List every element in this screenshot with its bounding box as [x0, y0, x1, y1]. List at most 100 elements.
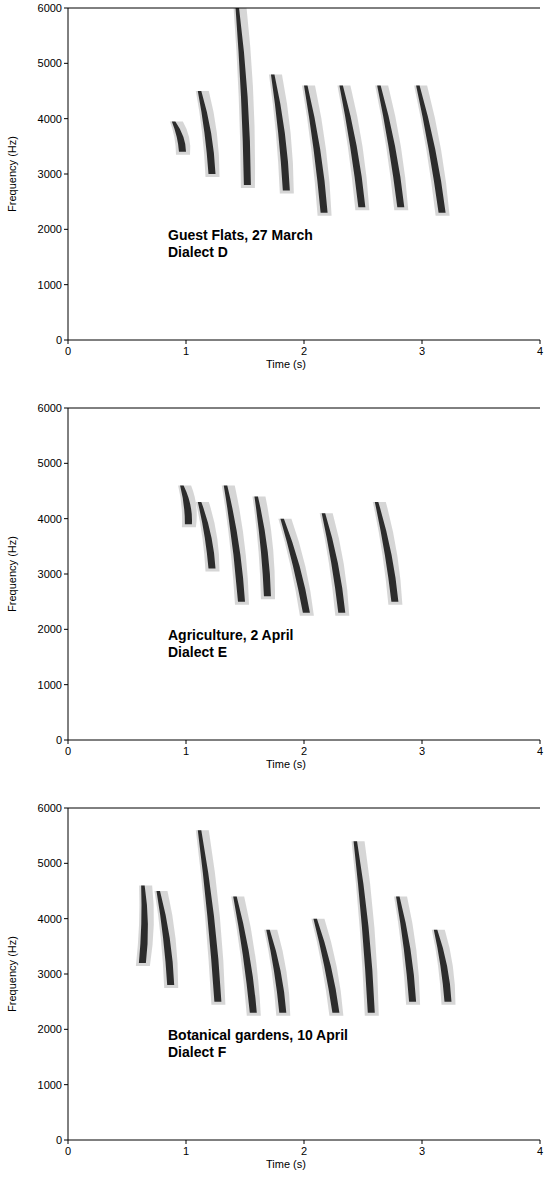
x-axis-title: Time (s)	[266, 758, 306, 770]
y-tick-label: 5000	[38, 457, 62, 469]
x-tick-label: 1	[183, 745, 189, 757]
annotation: Guest Flats, 27 March	[168, 227, 313, 243]
y-tick	[64, 174, 68, 175]
note	[304, 85, 328, 212]
panel: 010002000300040005000600001234Time (s)Fr…	[6, 2, 543, 370]
x-tick	[186, 340, 187, 344]
y-tick	[64, 408, 68, 409]
x-tick-label: 2	[301, 1145, 307, 1157]
note	[198, 91, 216, 174]
notes	[170, 8, 450, 216]
x-tick-label: 4	[537, 745, 543, 757]
annotation: Dialect E	[168, 644, 227, 660]
x-tick-label: 0	[65, 745, 71, 757]
note	[180, 485, 192, 524]
note-halo	[252, 497, 275, 600]
note	[322, 513, 346, 613]
y-axis-title: Frequency (Hz)	[6, 136, 18, 212]
note-halo	[278, 519, 314, 616]
y-tick-label: 4000	[38, 113, 62, 125]
y-tick	[64, 1029, 68, 1030]
note	[339, 85, 365, 207]
y-tick-label: 0	[56, 334, 62, 346]
y-tick	[64, 463, 68, 464]
note-halo	[375, 85, 408, 210]
annotation: Dialect D	[168, 244, 228, 260]
note	[224, 485, 245, 601]
note-halo	[337, 85, 369, 210]
y-tick-label: 0	[56, 734, 62, 746]
x-tick	[422, 1140, 423, 1144]
note	[172, 121, 186, 151]
note	[396, 897, 416, 1002]
y-tick-label: 1000	[38, 1079, 62, 1091]
y-tick-label: 2000	[38, 1023, 62, 1035]
y-tick	[64, 629, 68, 630]
y-tick	[64, 974, 68, 975]
y-tick	[64, 1140, 68, 1141]
y-tick	[64, 229, 68, 230]
top-frame-line	[68, 808, 540, 809]
x-tick	[68, 1140, 69, 1144]
x-tick	[186, 1140, 187, 1144]
note-halo	[269, 74, 294, 193]
y-axis-title: Frequency (Hz)	[6, 536, 18, 612]
x-tick-label: 0	[65, 1145, 71, 1157]
x-tick	[422, 740, 423, 744]
note	[139, 885, 148, 962]
note-halo	[373, 502, 403, 605]
x-tick	[186, 740, 187, 744]
y-tick	[64, 1084, 68, 1085]
note-halo	[178, 485, 197, 527]
annotation: Botanical gardens, 10 April	[168, 1027, 348, 1043]
y-tick	[64, 518, 68, 519]
note-halo	[320, 513, 350, 616]
y-tick	[64, 63, 68, 64]
annotation: Agriculture, 2 April	[168, 627, 294, 643]
notes	[136, 830, 456, 1016]
x-tick-label: 2	[301, 345, 307, 357]
note	[266, 930, 286, 1013]
note	[280, 519, 310, 613]
note	[313, 919, 339, 1013]
y-tick	[64, 918, 68, 919]
y-tick-label: 0	[56, 1134, 62, 1146]
note	[377, 85, 404, 207]
note-halo	[394, 897, 420, 1005]
y-tick	[64, 740, 68, 741]
x-tick-label: 1	[183, 345, 189, 357]
note	[198, 830, 222, 1002]
x-tick	[304, 1140, 305, 1144]
y-tick-label: 4000	[38, 913, 62, 925]
note	[236, 8, 251, 185]
y-tick-label: 6000	[38, 402, 62, 414]
note-halo	[196, 830, 226, 1005]
note-halo	[231, 897, 261, 1016]
panel: 010002000300040005000600001234Time (s)Fr…	[6, 802, 543, 1170]
notes	[178, 485, 402, 615]
note-halo	[155, 891, 179, 988]
note-halo	[352, 841, 379, 1016]
note-halo	[311, 919, 343, 1016]
y-tick-label: 6000	[38, 802, 62, 814]
panel: 010002000300040005000600001234Time (s)Fr…	[6, 402, 543, 770]
note-halo	[136, 885, 154, 965]
y-tick-label: 2000	[38, 623, 62, 635]
note-halo	[414, 85, 450, 215]
x-tick	[68, 740, 69, 744]
top-frame-line	[68, 8, 540, 9]
note	[354, 841, 375, 1013]
y-tick-label: 3000	[38, 168, 62, 180]
note-halo	[196, 91, 220, 177]
x-tick-label: 2	[301, 745, 307, 757]
x-tick-label: 3	[419, 745, 425, 757]
y-tick	[64, 684, 68, 685]
top-frame-line	[68, 408, 540, 409]
x-tick	[68, 340, 69, 344]
y-tick-label: 2000	[38, 223, 62, 235]
y-tick-label: 3000	[38, 968, 62, 980]
x-tick-label: 1	[183, 1145, 189, 1157]
note	[271, 74, 290, 190]
x-tick	[422, 340, 423, 344]
note-halo	[170, 121, 190, 154]
